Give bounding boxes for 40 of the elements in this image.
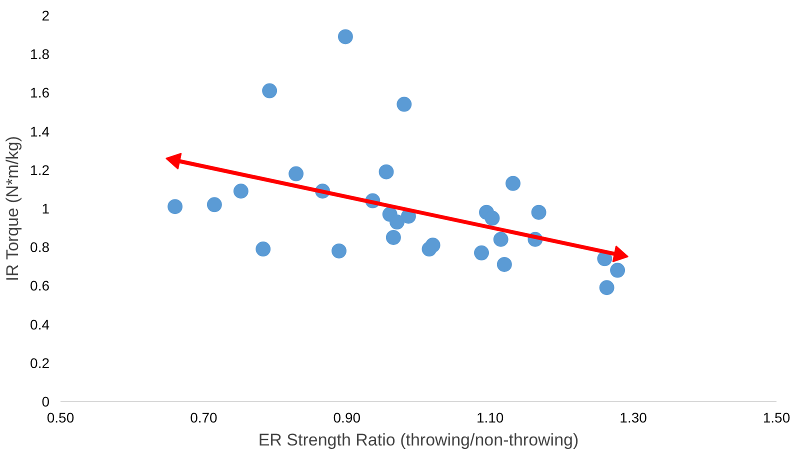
- x-axis-title: ER Strength Ratio (throwing/non-throwing): [258, 430, 579, 450]
- x-tick-label: 1.10: [476, 410, 504, 426]
- x-tick-label: 1.30: [620, 410, 648, 426]
- point: [386, 230, 401, 245]
- y-tick-label: 2: [42, 8, 50, 24]
- x-tick-label: 1.50: [762, 410, 790, 426]
- y-tick-label: 1: [42, 200, 50, 216]
- point: [496, 256, 512, 272]
- x-tick-label: 0.70: [190, 410, 218, 426]
- point: [390, 214, 405, 230]
- point: [332, 243, 347, 258]
- point: [262, 83, 278, 98]
- y-tick-label: 1.8: [30, 46, 50, 62]
- point: [378, 164, 394, 180]
- point: [233, 184, 248, 199]
- y-tick-label: 0: [42, 394, 50, 410]
- point: [338, 29, 353, 44]
- point: [396, 96, 412, 112]
- point: [484, 210, 500, 226]
- y-tick-label: 1.2: [30, 162, 50, 178]
- y-tick-label: 1.6: [30, 84, 50, 101]
- point: [531, 204, 546, 220]
- x-tick-label: 0.50: [46, 410, 74, 426]
- point: [610, 262, 626, 278]
- y-axis-title: IR Torque (N*m/kg): [3, 136, 22, 282]
- y-tick-label: 0.4: [30, 316, 50, 332]
- x-tick-label: 0.90: [333, 410, 361, 426]
- y-tick-label: 0.8: [30, 239, 50, 256]
- point: [288, 166, 304, 182]
- point: [599, 280, 614, 296]
- y-tick-label: 0.2: [30, 354, 50, 371]
- point: [425, 238, 440, 253]
- point: [493, 232, 508, 247]
- point: [474, 245, 490, 260]
- y-tick-label: 1.4: [30, 123, 50, 140]
- point: [168, 199, 183, 214]
- point: [506, 176, 521, 191]
- point: [206, 197, 222, 212]
- y-tick-label: 0.6: [30, 278, 50, 294]
- point: [256, 242, 271, 257]
